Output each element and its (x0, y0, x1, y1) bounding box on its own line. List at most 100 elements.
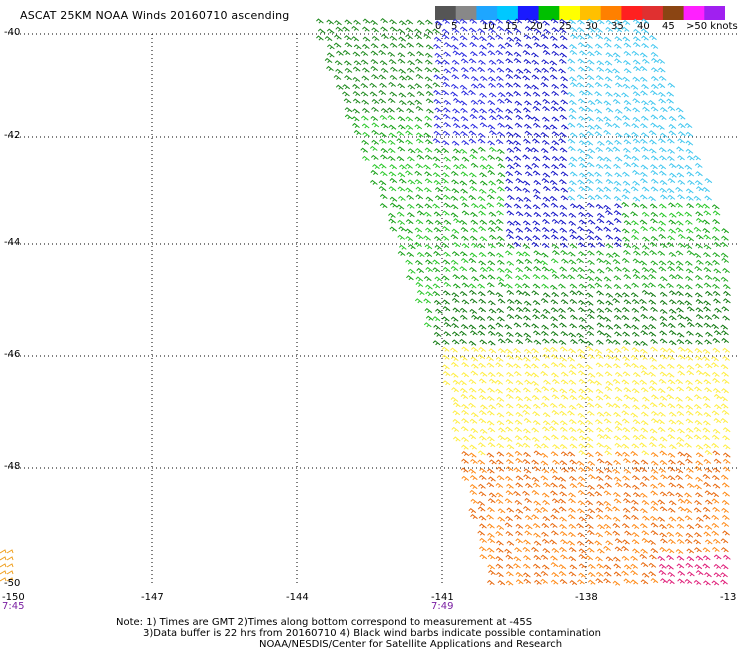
wind-barb (577, 242, 586, 248)
wind-barb (605, 556, 614, 562)
wind-barb (531, 459, 539, 465)
wind-barb (630, 186, 639, 192)
wind-barb (495, 402, 504, 408)
colorbar-swatch (435, 6, 457, 20)
wind-barb (541, 75, 549, 81)
wind-barb (650, 522, 659, 528)
colorbar-swatch (538, 6, 560, 20)
wind-barb (603, 204, 612, 210)
wind-barb (326, 28, 335, 34)
wind-barb (621, 292, 630, 298)
wind-barb (676, 442, 684, 448)
wind-barb (622, 171, 630, 177)
wind-barb (567, 274, 576, 280)
lat-label: -42 (4, 130, 21, 141)
wind-barb (567, 410, 575, 416)
wind-barb (686, 171, 695, 177)
wind-barb (596, 442, 605, 448)
wind-barb (532, 466, 541, 472)
wind-barb (685, 418, 694, 424)
wind-barb (630, 84, 639, 90)
wind-barb (639, 298, 647, 304)
wind-barb (488, 476, 496, 482)
wind-barb (675, 468, 684, 474)
wind-barb (443, 156, 451, 162)
wind-barb (603, 434, 611, 440)
wind-barb (648, 282, 656, 288)
wind-barb (497, 186, 505, 192)
wind-barb (623, 50, 632, 56)
wind-barb (513, 467, 522, 473)
wind-barb (621, 201, 630, 207)
wind-barb (676, 307, 684, 313)
wind-barb (469, 252, 478, 258)
wind-barb (594, 282, 603, 288)
wind-barb (658, 411, 666, 417)
wind-barb (684, 492, 692, 498)
wind-barb (495, 379, 504, 385)
wind-barb (559, 523, 567, 529)
wind-barb (514, 186, 522, 192)
wind-barb (451, 44, 459, 50)
wind-barb (585, 107, 594, 113)
wind-barb (551, 116, 560, 122)
wind-barb (587, 529, 595, 535)
wind-barb (532, 18, 540, 24)
wind-barb (522, 187, 531, 193)
wind-barb (495, 498, 504, 504)
wind-barb (594, 171, 602, 177)
wind-barb (542, 20, 550, 26)
wind-barb (523, 555, 531, 561)
wind-barb (694, 564, 703, 570)
wind-barb (578, 115, 587, 121)
wind-barb (327, 44, 335, 50)
wind-barb (461, 444, 469, 450)
wind-barb (434, 187, 443, 193)
wind-barb (687, 321, 695, 327)
wind-barb (513, 58, 522, 64)
wind-barb (659, 450, 668, 456)
wind-barb (578, 563, 587, 569)
wind-barb (487, 387, 495, 393)
wind-barb (522, 322, 531, 328)
wind-barb (658, 98, 667, 104)
wind-barb (685, 404, 694, 410)
wind-barb (478, 410, 487, 416)
wind-barb (648, 196, 656, 202)
wind-barb (596, 500, 604, 506)
wind-barb (694, 379, 703, 385)
wind-barb (552, 459, 560, 465)
wind-barb (414, 83, 423, 89)
wind-barb (594, 131, 603, 137)
wind-barb (657, 419, 665, 425)
wind-barb (641, 35, 649, 41)
wind-barb (668, 516, 677, 522)
wind-barb (533, 211, 542, 217)
wind-barb (640, 579, 649, 585)
wind-barb (477, 530, 486, 536)
wind-barb (696, 234, 704, 240)
wind-barb (540, 452, 549, 458)
wind-barb (524, 130, 533, 136)
wind-barb (533, 450, 542, 456)
wind-barb (470, 227, 478, 233)
wind-barb (407, 268, 416, 274)
wind-barb (477, 83, 486, 89)
wind-barb (711, 442, 720, 448)
wind-barb (648, 442, 657, 448)
wind-barb (586, 330, 595, 336)
wind-barb (434, 220, 443, 226)
wind-barb (675, 186, 683, 192)
wind-barb (578, 140, 587, 146)
wind-barb (541, 338, 550, 344)
wind-barb (415, 42, 424, 48)
wind-barb (568, 145, 576, 151)
wind-barb (676, 339, 685, 345)
wind-barb (531, 363, 539, 369)
wind-barb (711, 498, 720, 504)
wind-barb (461, 362, 470, 368)
wind-barb (469, 267, 477, 273)
wind-barb (389, 202, 398, 208)
wind-barb (540, 475, 549, 481)
wind-barb (415, 163, 424, 169)
